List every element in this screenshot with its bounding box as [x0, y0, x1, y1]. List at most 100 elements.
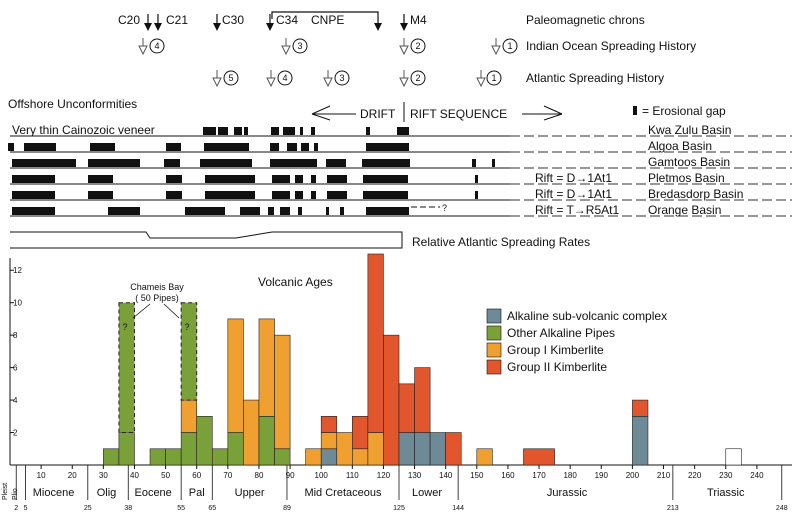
y-tick-label: 4 — [13, 396, 18, 405]
indian-event-4: 4 — [154, 41, 159, 51]
drift-label: DRIFT — [360, 107, 396, 121]
erosional-gaps — [203, 127, 409, 135]
bar-segment-bin4-series1 — [180, 432, 198, 466]
y-axis: 2 4 6 8 10 12 — [10, 266, 22, 438]
atlantic-spreading: 5 4 3 2 1 Atlantic Spreading History — [212, 70, 664, 88]
bar-segment-bin3-series1 — [165, 448, 182, 466]
legend-swatch-group-i — [486, 342, 502, 358]
epoch-boundary-label: 2 — [14, 505, 18, 512]
x-tick-label: 180 — [563, 471, 577, 480]
bar-segment-bin10-series1 — [274, 448, 291, 466]
epoch-boundary-label: 89 — [283, 505, 291, 512]
annotation-q-right: ? — [184, 322, 189, 332]
down-arrow-icon — [374, 19, 382, 31]
hollow-arrow-icon — [212, 70, 222, 88]
offshore-unconformities-label: Offshore Unconformities — [8, 97, 137, 111]
atlantic-event-1: 1 — [491, 73, 496, 83]
bar-segment-bin10-series2 — [274, 334, 291, 450]
erosional-gap-legend: = Erosional gap — [642, 104, 726, 118]
hollow-arrow-icon — [491, 38, 501, 56]
epoch-label: Jurassic — [547, 487, 588, 499]
bar-segment-bin17-series3 — [398, 383, 415, 433]
down-arrow-icon — [154, 14, 162, 31]
hollow-arrow-icon — [266, 70, 276, 88]
hollow-arrow-icon — [281, 38, 291, 56]
rift-label-bredasdorp: Rift = D→1At1 — [535, 187, 612, 201]
epoch-label-plio: Plio — [12, 488, 19, 500]
x-tick-label: 50 — [161, 471, 170, 480]
basin-name-pletmos: Pletmos Basin — [648, 171, 725, 185]
legend-swatch-other-alkaline — [486, 325, 502, 341]
bar-segment-bin12-series3 — [320, 416, 338, 433]
x-tick-label: 20 — [68, 471, 77, 480]
bar-segment-bin8-series2 — [243, 399, 260, 466]
erosional-gaps — [12, 191, 478, 199]
annotation-line1: Chameis Bay — [130, 282, 184, 292]
down-arrow-icon — [144, 14, 152, 31]
histogram-bars — [103, 253, 742, 466]
circled-number-icon — [292, 38, 308, 54]
bar-segment-bin13-series2 — [336, 432, 353, 466]
hollow-arrow-icon — [399, 70, 409, 88]
hollow-arrow-icon — [323, 70, 333, 88]
x-tick-label: 60 — [192, 471, 201, 480]
circled-number-icon — [223, 70, 239, 86]
bar-segment-bin4-series2 — [180, 399, 198, 433]
chron-label-m4: M4 — [410, 13, 427, 27]
bar-segment-bin21-series2 — [476, 448, 493, 466]
bar-segment-bin0-series1 — [103, 448, 120, 466]
hollow-arrow-icon — [138, 38, 148, 56]
x-tick-label: 170 — [532, 471, 546, 480]
bar-segment-bin2-series1 — [149, 448, 166, 466]
bar-segment-bin15-series2 — [367, 432, 384, 466]
legend-label-alkaline-sub-volcanic: Alkaline sub-volcanic complex — [507, 309, 667, 323]
y-tick-label: 10 — [13, 299, 22, 308]
cainozoic-veneer-label: Very thin Cainozoic veneer — [12, 123, 155, 137]
legend-label-group-ii: Group II Kimberlite — [507, 360, 607, 374]
legend-label-other-alkaline: Other Alkaline Pipes — [507, 326, 615, 340]
atlantic-event-4: 4 — [282, 73, 287, 83]
erosional-gap-swatch — [633, 106, 637, 115]
epoch-label: Miocene — [33, 487, 75, 499]
x-tick-label: 240 — [750, 471, 764, 480]
indian-event-2: 2 — [415, 41, 420, 51]
rift-sequence-label: RIFT SEQUENCE — [410, 107, 507, 121]
dashed-bars — [118, 302, 198, 434]
bar-segment-bin9-series1 — [258, 416, 275, 466]
legend-label-group-i: Group I Kimberlite — [507, 343, 604, 357]
epoch-boundary-label: 144 — [452, 505, 464, 512]
chameis-bay-annotation: Chameis Bay ( 50 Pipes) ? ? — [122, 282, 189, 332]
circled-number-icon — [486, 70, 502, 86]
epoch-boundary-label: 65 — [208, 505, 216, 512]
circled-number-icon — [502, 38, 518, 54]
chron-label-c30: C30 — [222, 13, 244, 27]
x-tick-label: 30 — [99, 471, 108, 480]
x-tick-label: 130 — [408, 471, 422, 480]
circled-number-icon — [334, 70, 350, 86]
x-tick-label: 80 — [255, 471, 264, 480]
bar-segment-bin6-series1 — [211, 448, 229, 466]
down-arrow-icon — [266, 14, 274, 31]
paleomagnetic-chrons: C20 C21 C30 C34 CNPE M4 Paleomagnetic ch… — [118, 11, 645, 31]
chron-label-cnpe: CNPE — [311, 13, 344, 27]
x-tick-label: 210 — [657, 471, 671, 480]
dashed-bar-1 — [180, 302, 198, 401]
circled-number-icon — [410, 70, 426, 86]
x-axis: 10 20 30 40 50 60 70 80 90 100 110 120 130 140 150 160 1… — [37, 465, 764, 480]
x-tick-label: 140 — [439, 471, 453, 480]
hollow-arrow-icon — [399, 38, 409, 56]
bar-segment-bin9-series2 — [258, 318, 275, 417]
bar-segment-bin22-series3 — [523, 448, 555, 466]
indian-ocean-spreading: 4 3 2 1 Indian Ocean Spreading History — [138, 38, 696, 56]
basin-name-orange: Orange Basin — [648, 203, 721, 217]
erosional-gaps — [12, 207, 409, 215]
cnpe-bracket — [271, 11, 379, 19]
epoch-label: Pal — [189, 487, 205, 499]
epoch-label-pleist: Pleist — [2, 483, 9, 500]
bar-segment-bin17-series0 — [398, 432, 415, 466]
basin-name-kwazulu: Kwa Zulu Basin — [648, 123, 731, 137]
epoch-boundary-label: 25 — [84, 505, 92, 512]
drift-rift-arrows: DRIFT RIFT SEQUENCE — [311, 102, 563, 122]
x-tick-label: 150 — [470, 471, 484, 480]
bar-segment-bin7-series1 — [227, 432, 244, 466]
